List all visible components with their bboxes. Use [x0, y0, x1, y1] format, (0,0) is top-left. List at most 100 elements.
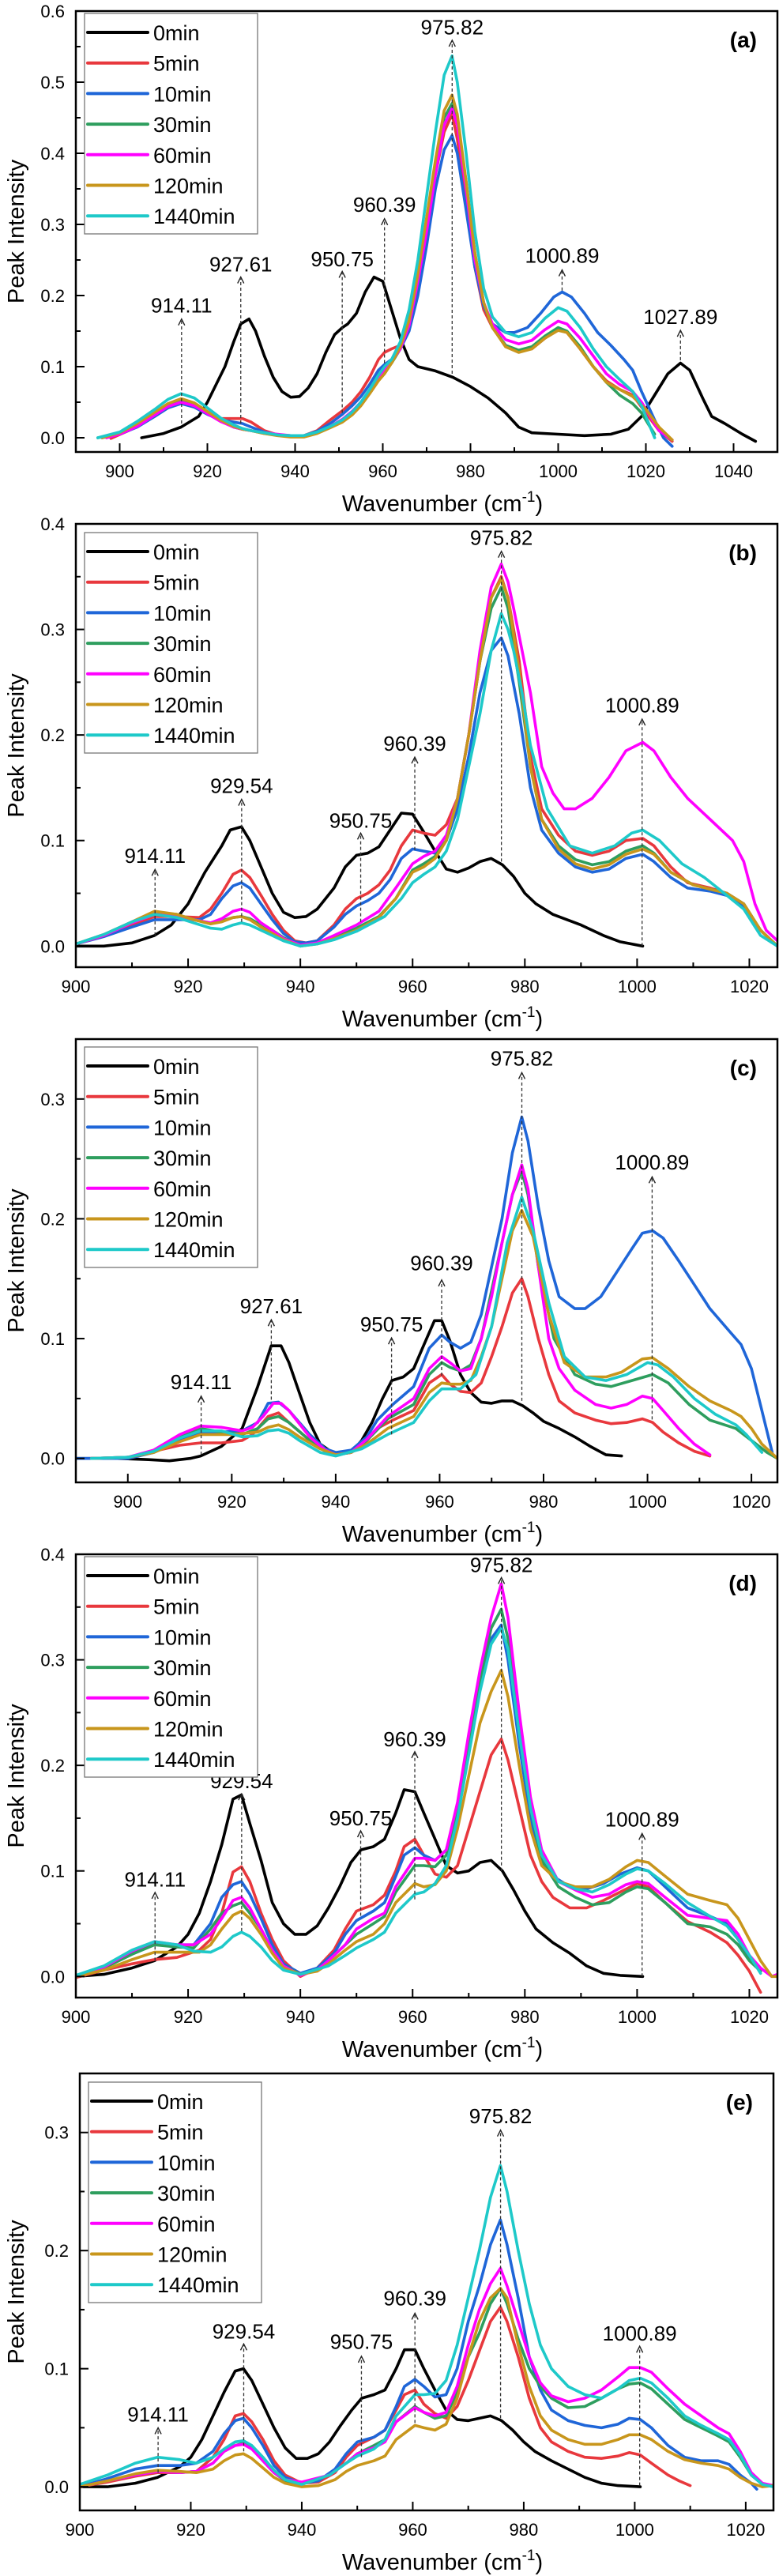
x-tick-label: 1000 [615, 2520, 654, 2540]
x-tick-label: 920 [193, 461, 222, 481]
legend-item: 10min [86, 1625, 212, 1649]
peak-annotation: 1000.89 [605, 694, 679, 947]
annotation-label: 914.11 [127, 2402, 189, 2426]
arrow-up-icon [411, 755, 419, 764]
legend-label: 30min [153, 1147, 212, 1170]
legend-label: 5min [153, 571, 200, 595]
arrow-up-icon [239, 2342, 248, 2351]
series-line-0min [140, 275, 758, 443]
arrow-up-icon [178, 318, 186, 326]
arrow-up-icon [151, 1891, 159, 1900]
legend-label: 60min [153, 1687, 212, 1711]
series-line-1440min [76, 612, 777, 948]
legend-item: 30min [86, 113, 212, 137]
x-tick-label: 940 [286, 977, 315, 996]
peak-annotation: 975.82 [421, 16, 484, 374]
arrow-up-icon [238, 1792, 246, 1801]
legend-label: 10min [153, 82, 212, 106]
x-tick-label: 1040 [714, 461, 753, 481]
y-axis-title: Peak Intensity [4, 159, 29, 303]
x-tick-label: 900 [62, 977, 91, 996]
legend-item: 10min [86, 601, 212, 625]
plot-frame [74, 522, 779, 969]
series-line-1440min [80, 2164, 773, 2488]
arrow-up-icon [267, 1318, 276, 1327]
plot-frame [78, 2072, 775, 2512]
arrow-up-icon [381, 217, 389, 226]
x-tick-label: 1020 [730, 2007, 769, 2027]
legend-label: 120min [153, 175, 224, 198]
series-line-5min [76, 575, 777, 948]
series-line-0min [80, 2348, 642, 2488]
x-axis-title: Wavenumber (cm-1) [342, 1520, 543, 1547]
peak-annotation: 950.75 [360, 1312, 423, 1435]
peak-annotation: 975.82 [491, 1046, 554, 1401]
annotation-label: 975.82 [421, 16, 484, 40]
x-axis-title-text: Wavenumber (cm [342, 2550, 522, 2575]
x-tick-label: 900 [105, 461, 134, 481]
legend: 0min 5min 10min 30min 60min 120min 1440min [84, 13, 258, 235]
series-line-60min [76, 1582, 777, 1979]
annotation-label: 950.75 [329, 1806, 393, 1830]
x-tick-label: 1020 [726, 2520, 765, 2540]
y-tick-label: 0.2 [40, 725, 65, 745]
x-axis: 900 920 940 960 980 1000 1020 [75, 1474, 771, 1512]
legend-item: 120min [86, 1208, 224, 1232]
annotation-label: 960.39 [383, 2286, 446, 2310]
legend-label: 1440min [157, 2273, 239, 2297]
annotation-label: 975.82 [491, 1046, 554, 1070]
legend-item: 120min [90, 2243, 228, 2267]
arrow-up-icon [356, 831, 365, 840]
legend: 0min 5min 10min 30min 60min 120min 1440min [84, 1556, 258, 1778]
legend-item: 5min [86, 1086, 200, 1109]
x-tick-label: 980 [510, 977, 540, 996]
panel-c: 914.11 927.61 950.75 960.39 975.82 1000.89 900… [4, 1038, 779, 1547]
x-tick-label: 900 [62, 2007, 91, 2027]
peak-annotation: 1000.89 [615, 1151, 689, 1420]
legend-item: 30min [86, 1656, 212, 1680]
y-axis: 0.0 0.1 0.2 0.3 [44, 2073, 88, 2497]
legend-item: 1440min [90, 2273, 239, 2297]
series-line-60min [89, 1163, 712, 1460]
annotation-label: 960.39 [353, 193, 416, 217]
arrow-up-icon [648, 1175, 657, 1184]
peak-annotation: 950.75 [329, 1806, 393, 1916]
legend: 0min 5min 10min 30min 60min 120min 1440min [84, 1046, 258, 1268]
legend-label: 0min [157, 2090, 204, 2114]
x-tick-label: 940 [288, 2520, 317, 2540]
x-tick-label: 980 [529, 1492, 559, 1512]
legend-label: 120min [153, 694, 224, 717]
series-line-0min [76, 812, 645, 948]
panel-label: (c) [730, 1056, 757, 1080]
series-group [96, 54, 758, 448]
arrow-up-icon [558, 269, 566, 277]
y-tick-label: 0.1 [44, 2359, 69, 2379]
y-tick-label: 0.3 [40, 620, 65, 640]
legend-label: 60min [153, 144, 212, 168]
arrow-up-icon [356, 1829, 365, 1838]
series-line-5min [89, 1277, 712, 1460]
peak-annotation: 1000.89 [603, 2322, 677, 2486]
legend: 0min 5min 10min 30min 60min 120min 1440min [84, 532, 258, 754]
series-group [80, 2164, 773, 2491]
legend-label: 10min [157, 2151, 216, 2175]
arrow-up-icon [411, 1750, 419, 1759]
x-tick-label: 1000 [539, 461, 578, 481]
annotation-label: 950.75 [310, 247, 374, 271]
peak-annotation: 1027.89 [643, 305, 717, 360]
arrow-up-icon [676, 329, 684, 337]
x-axis-title-superscript: -1 [522, 1004, 536, 1021]
y-tick-label: 0.5 [40, 73, 65, 92]
panel-label: (d) [728, 1571, 757, 1595]
legend-item: 30min [86, 632, 212, 656]
arrow-up-icon [448, 39, 456, 47]
series-line-120min [80, 2287, 773, 2488]
annotation-label: 914.11 [124, 1867, 186, 1891]
arrow-up-icon [237, 276, 245, 284]
series-line-120min [100, 93, 674, 442]
legend-item: 120min [86, 1718, 224, 1742]
y-tick-label: 0.0 [40, 1449, 65, 1469]
peak-annotation: 929.54 [210, 774, 273, 922]
annotation-label: 1027.89 [643, 305, 717, 329]
series-line-1440min [96, 54, 657, 439]
